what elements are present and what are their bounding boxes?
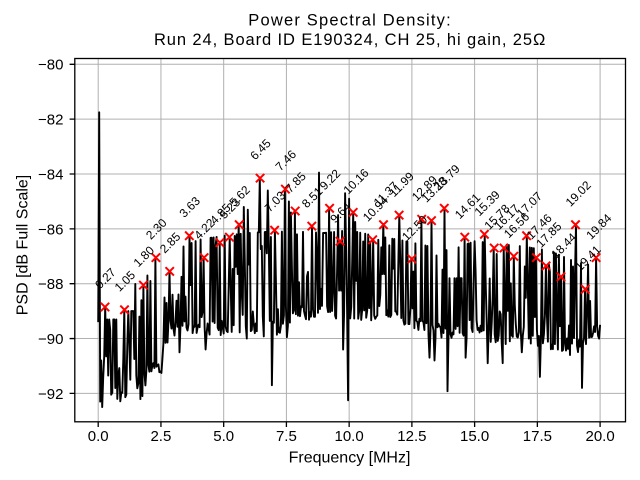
svg-text:0.0: 0.0 xyxy=(88,428,109,445)
svg-text:2.5: 2.5 xyxy=(150,428,171,445)
svg-text:PSD [dB Full Scale]: PSD [dB Full Scale] xyxy=(15,175,32,316)
svg-text:17.5: 17.5 xyxy=(523,428,552,445)
svg-text:−90: −90 xyxy=(38,331,63,348)
svg-text:Frequency [MHz]: Frequency [MHz] xyxy=(289,450,411,467)
svg-text:20.0: 20.0 xyxy=(585,428,614,445)
svg-text:−88: −88 xyxy=(38,276,63,293)
svg-text:−86: −86 xyxy=(38,221,63,238)
svg-text:10.0: 10.0 xyxy=(334,428,363,445)
svg-text:−84: −84 xyxy=(38,166,63,183)
svg-text:5.0: 5.0 xyxy=(213,428,234,445)
svg-text:15.0: 15.0 xyxy=(460,428,489,445)
svg-text:Power Spectral Density:: Power Spectral Density: xyxy=(248,11,452,29)
svg-text:12.5: 12.5 xyxy=(397,428,426,445)
svg-text:−92: −92 xyxy=(38,386,63,403)
svg-text:7.5: 7.5 xyxy=(276,428,297,445)
svg-text:−82: −82 xyxy=(38,112,63,129)
svg-text:−80: −80 xyxy=(38,57,63,74)
svg-text:Run 24, Board ID E190324, CH 2: Run 24, Board ID E190324, CH 25, hi gain… xyxy=(154,31,546,49)
